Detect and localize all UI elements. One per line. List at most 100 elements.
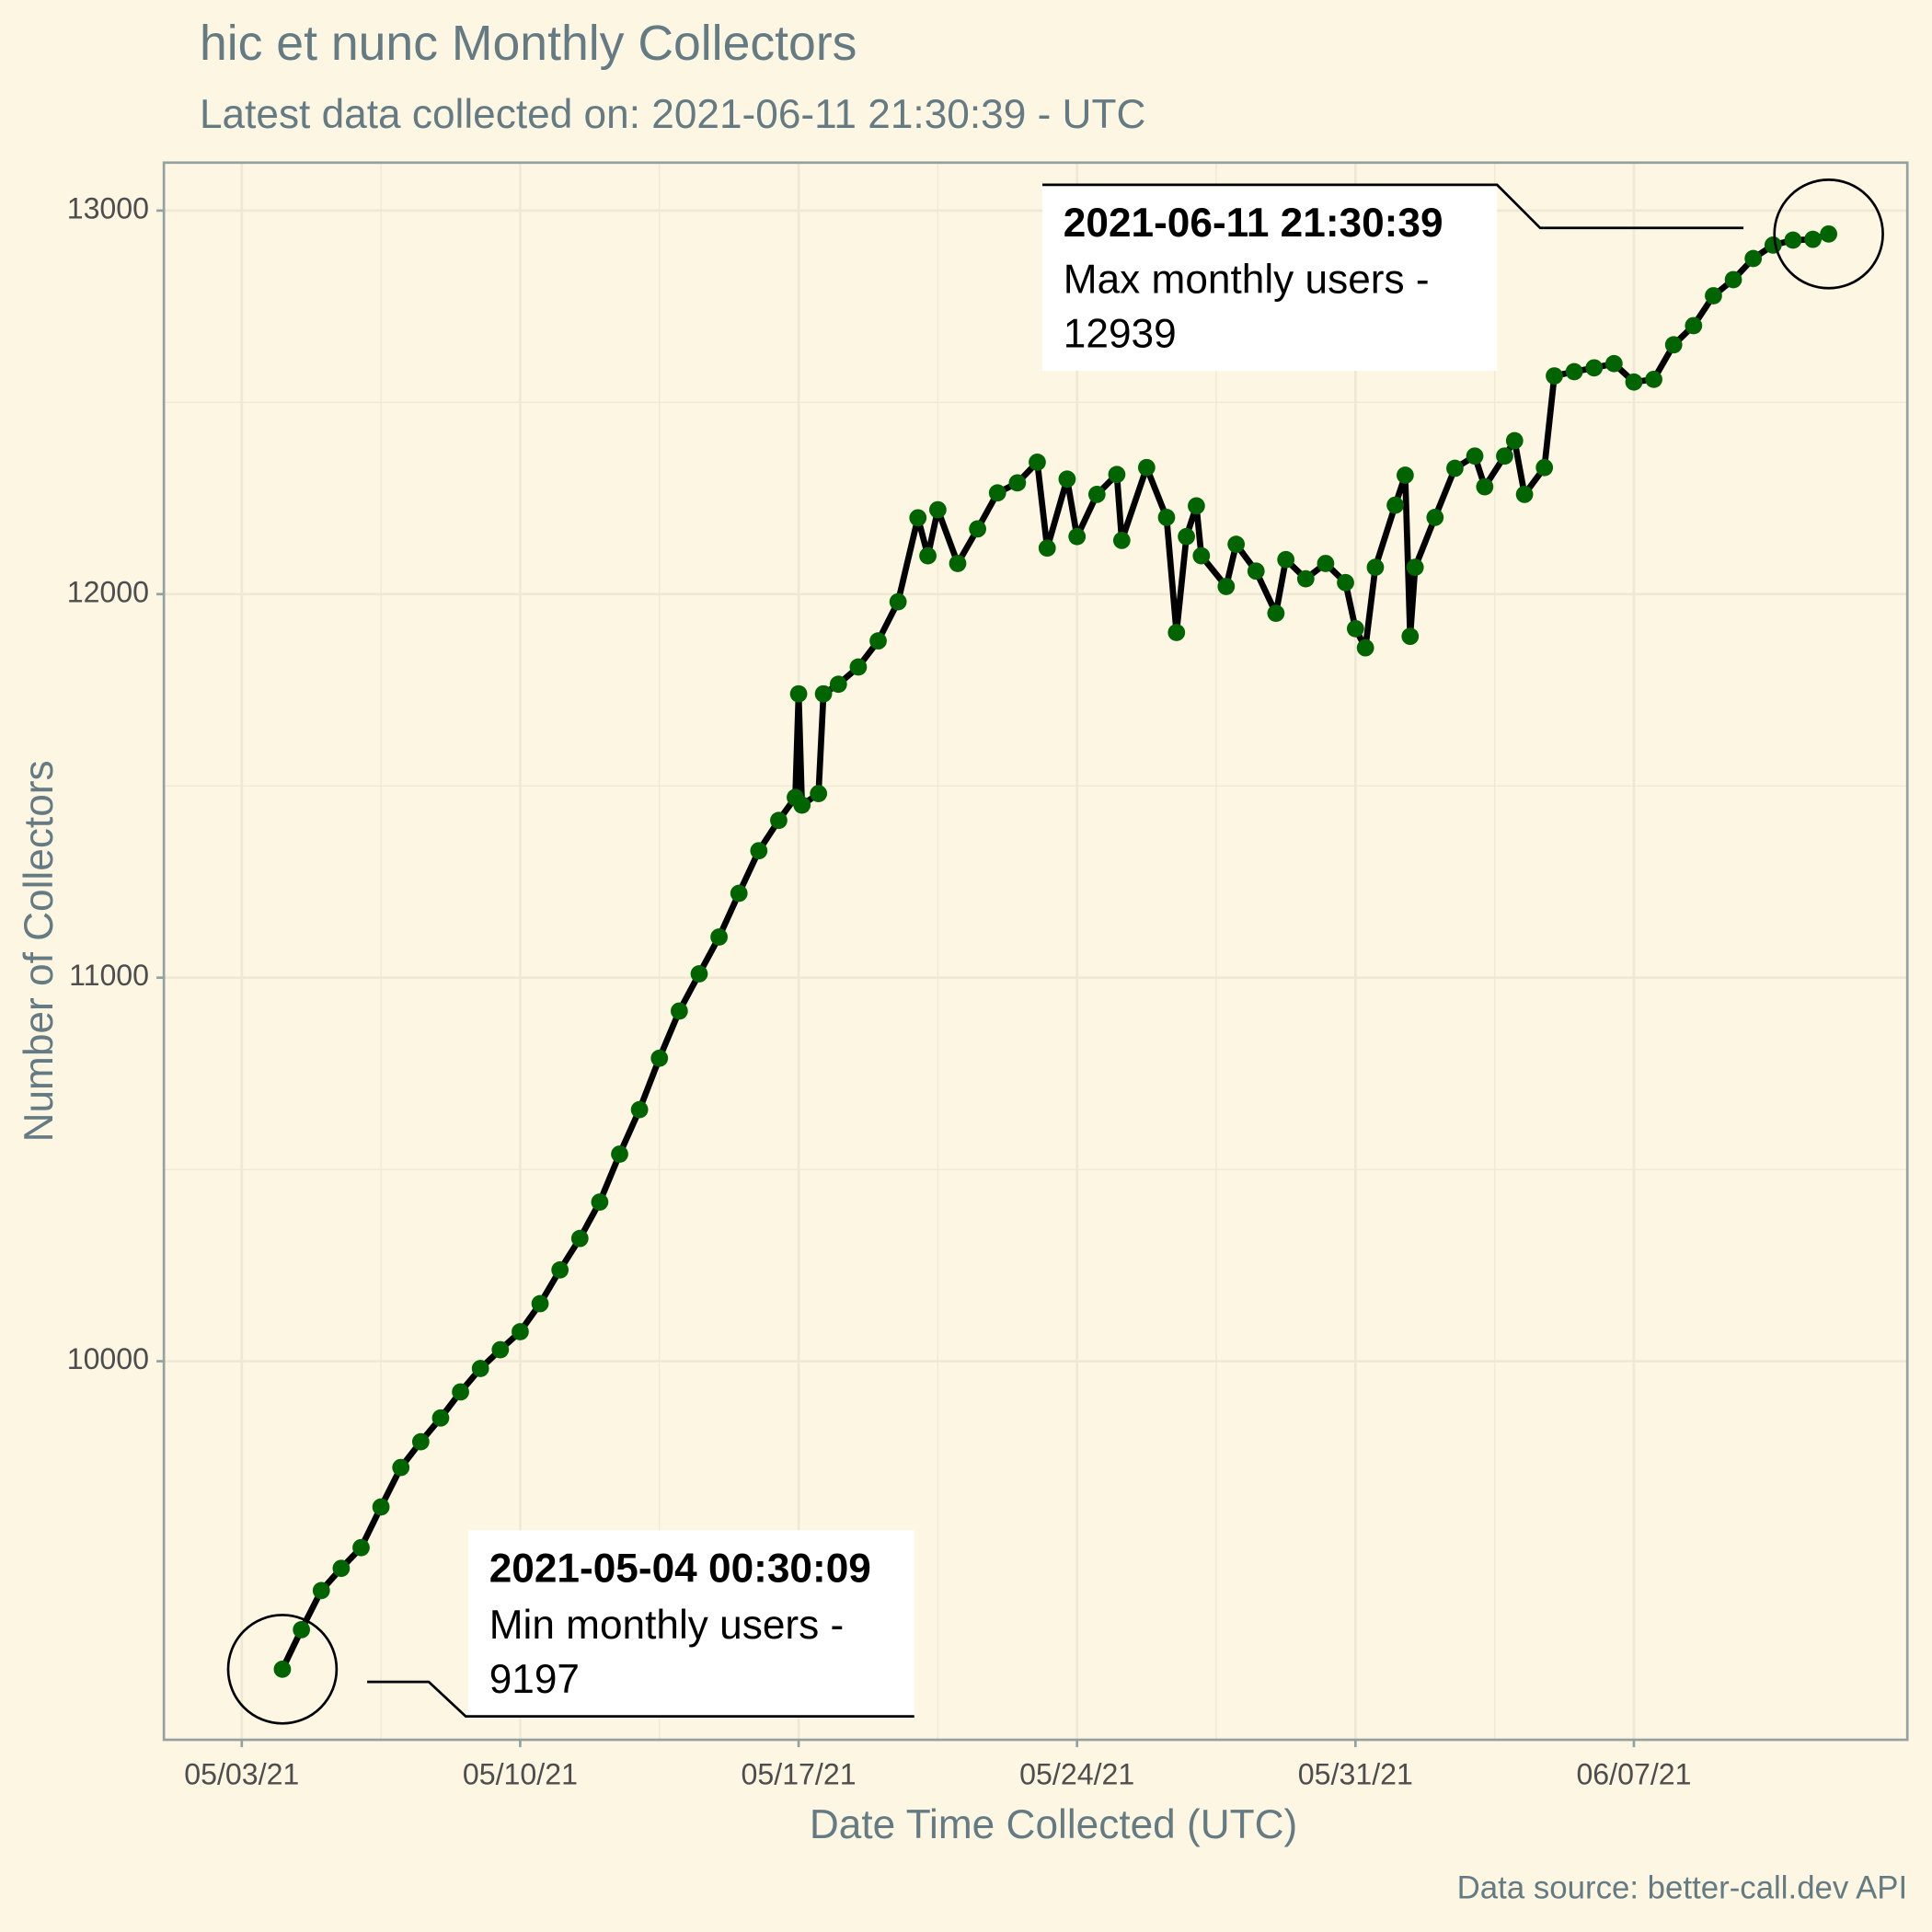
data-point: [1496, 447, 1513, 466]
x-tick-label: 05/17/21: [742, 1758, 857, 1791]
x-tick-label: 05/03/21: [184, 1758, 299, 1791]
data-point: [1108, 466, 1126, 484]
data-point: [1137, 458, 1156, 477]
data-point: [332, 1559, 351, 1578]
annotations: 2021-05-04 00:30:09 Min monthly users - 91…: [226, 178, 1884, 1725]
data-point: [869, 632, 887, 650]
data-point: [814, 684, 833, 703]
data-point: [1804, 230, 1822, 248]
data-point: [293, 1621, 311, 1639]
data-point: [1515, 486, 1534, 503]
data-point: [491, 1340, 510, 1359]
data-point: [949, 555, 967, 572]
data-point: [1466, 447, 1484, 466]
data-point: [1178, 527, 1195, 546]
data-point: [1546, 367, 1563, 385]
annotation-value: 12939: [1064, 311, 1177, 356]
data-point: [1685, 316, 1703, 335]
y-tick-label: 12000: [67, 575, 149, 608]
data-point: [1645, 370, 1662, 388]
data-point: [1247, 562, 1265, 581]
data-point: [1426, 509, 1444, 526]
data-point: [1366, 558, 1385, 576]
annotation-title: 2021-06-11 21:30:39: [1064, 201, 1443, 246]
y-tick-label: 11000: [69, 959, 149, 992]
data-point: [1664, 336, 1683, 354]
data-point: [730, 884, 748, 903]
data-point: [411, 1432, 430, 1451]
data-point: [392, 1458, 410, 1477]
highlight-circle: [1773, 178, 1884, 290]
chart-subtitle: Latest data collected on: 2021-06-11 21:…: [200, 92, 1145, 137]
data-point: [531, 1294, 549, 1313]
data-point: [1337, 573, 1354, 592]
data-point: [1535, 458, 1554, 477]
data-point: [372, 1498, 390, 1516]
data-point: [1192, 546, 1211, 565]
data-point: [431, 1409, 450, 1427]
data-point: [1267, 604, 1285, 623]
data-point: [1346, 619, 1364, 638]
data-point: [810, 785, 828, 802]
annotation-value: 9197: [489, 1657, 580, 1702]
leader-line: [1042, 183, 1744, 230]
data-point: [770, 811, 788, 830]
data-point: [849, 658, 868, 676]
data-point: [273, 1660, 292, 1678]
data-point: [512, 1323, 529, 1340]
data-point: [1604, 354, 1623, 373]
annotation-text: Min monthly users -: [489, 1603, 845, 1648]
highlight-circle: [226, 1614, 339, 1725]
data-point: [1724, 270, 1742, 289]
data-point: [312, 1581, 330, 1600]
plot-marks: [273, 224, 1838, 1678]
data-point: [1820, 224, 1838, 243]
caption: Data source: better-call.dev API: [1457, 1870, 1908, 1906]
data-point: [1277, 550, 1295, 569]
data-point: [1112, 532, 1131, 549]
x-tick-label: 05/10/21: [463, 1758, 578, 1791]
data-point: [1188, 497, 1205, 515]
data-point: [570, 1229, 589, 1248]
data-point: [829, 675, 847, 694]
data-point: [690, 965, 708, 983]
data-point: [889, 592, 907, 611]
data-point: [710, 928, 728, 946]
data-point: [1058, 470, 1076, 489]
data-point: [551, 1260, 569, 1279]
x-tick-label: 06/07/21: [1576, 1758, 1691, 1791]
x-axis-title: Date Time Collected (UTC): [810, 1802, 1297, 1847]
y-tick-label: 13000: [67, 191, 149, 224]
data-point: [1317, 555, 1335, 572]
data-point: [793, 796, 811, 814]
data-point: [1217, 578, 1236, 595]
y-tick-label: 10000: [67, 1342, 149, 1375]
data-point: [630, 1100, 649, 1119]
data-point: [1784, 231, 1802, 249]
data-point: [1764, 236, 1782, 254]
data-point: [1406, 558, 1424, 576]
data-point: [1038, 539, 1056, 558]
data-point: [1505, 431, 1524, 450]
data-point: [1157, 509, 1176, 526]
data-point: [1476, 477, 1494, 496]
data-point: [352, 1538, 370, 1557]
x-tick-label: 05/24/21: [1019, 1758, 1134, 1791]
data-point: [1705, 287, 1722, 305]
panel-border: [162, 161, 1909, 1742]
data-point: [1565, 362, 1583, 381]
data-point: [988, 484, 1006, 502]
annotation-box: [1042, 184, 1498, 372]
data-point: [1585, 359, 1604, 377]
data-point: [1296, 569, 1315, 588]
data-point: [1087, 486, 1106, 503]
data-point: [1029, 454, 1046, 471]
annotation-box: [467, 1530, 914, 1717]
x-tick-label: 05/31/21: [1298, 1758, 1413, 1791]
data-point: [919, 546, 937, 565]
data-point: [471, 1360, 489, 1377]
data-point: [969, 520, 986, 538]
data-point: [650, 1049, 669, 1067]
